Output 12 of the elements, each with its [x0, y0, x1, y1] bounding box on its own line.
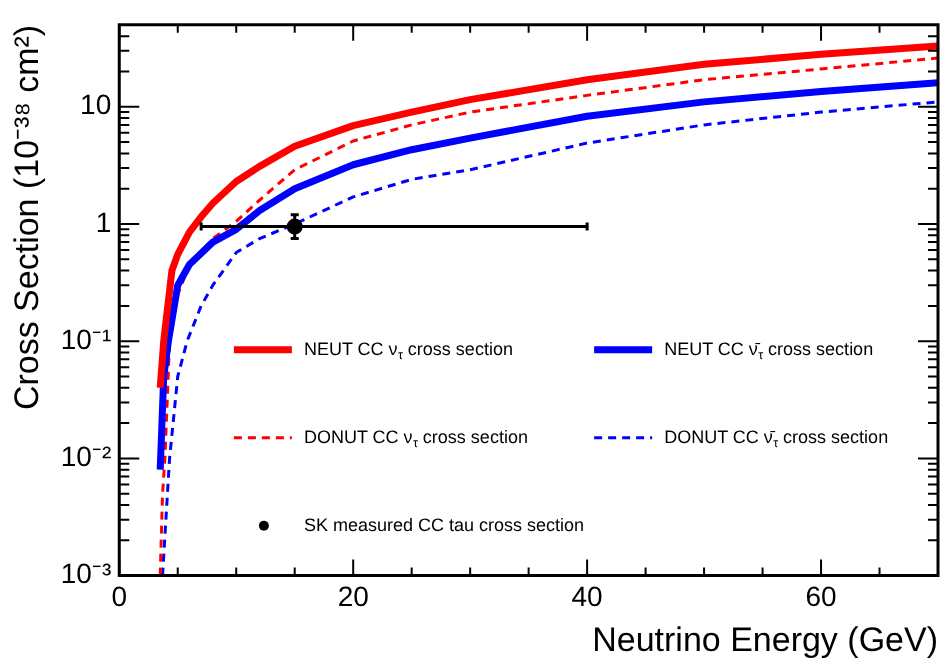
y-axis-title: Cross Section (10⁻³⁸ cm²): [7, 24, 46, 411]
x-tick-label: 40: [571, 580, 604, 613]
x-axis-title: Neutrino Energy (GeV): [592, 620, 938, 659]
y-tick-label: 10⁻²: [60, 440, 112, 473]
y-tick-label: 10⁻¹: [60, 322, 112, 355]
legend-label: SK measured CC tau cross section: [303, 514, 585, 535]
y-tick-label: 10⁻³: [60, 557, 112, 590]
y-tick-label: 10: [80, 88, 112, 121]
x-tick-label: 60: [805, 580, 838, 613]
x-tick-label: 20: [337, 580, 370, 613]
x-tick-label: 0: [111, 580, 128, 613]
y-tick-label: 1: [95, 205, 112, 238]
